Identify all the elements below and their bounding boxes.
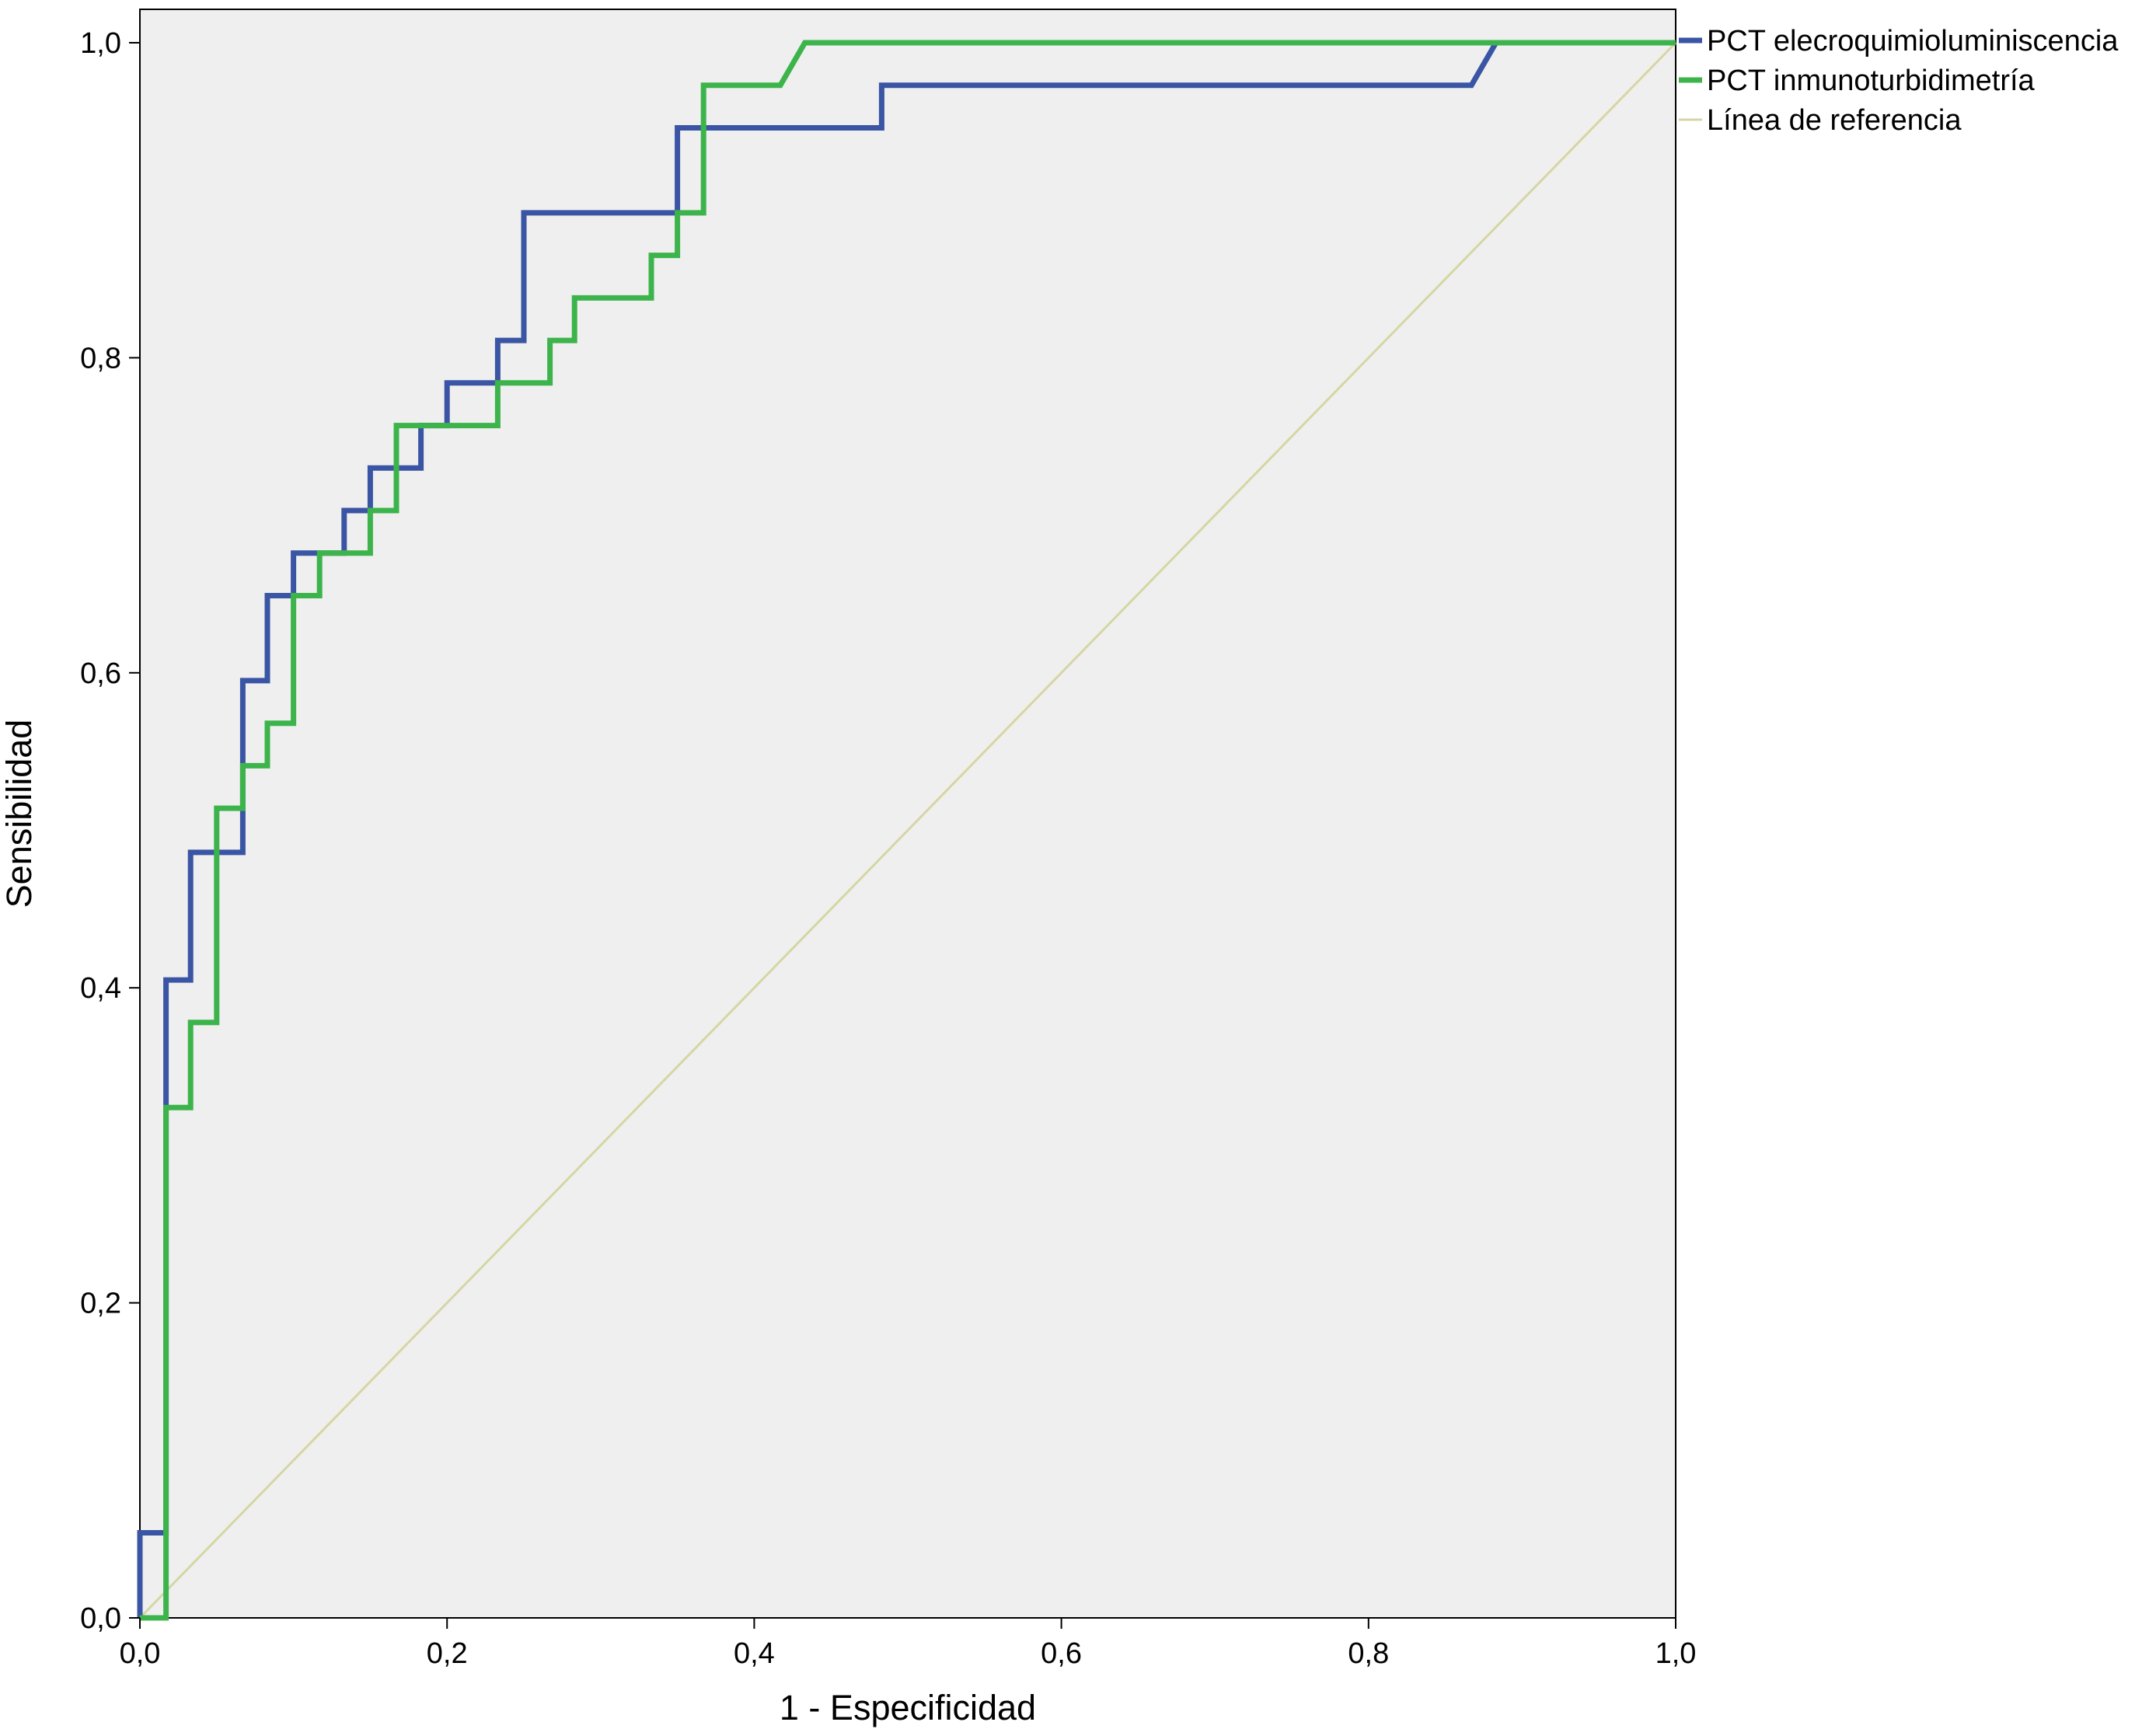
series-line-pct-elecroquimioluminiscencia <box>137 40 1676 1618</box>
x-tick-label: 0,6 <box>1041 1637 1082 1670</box>
y-tick-label: 0,0 <box>80 1602 121 1635</box>
x-tick-label: 0,2 <box>427 1637 468 1670</box>
series-layer <box>137 40 1676 1621</box>
plot-background <box>139 9 1676 1619</box>
y-tick-label: 0,4 <box>80 972 121 1005</box>
y-tick-label: 0,2 <box>80 1288 121 1320</box>
legend: PCT elecroquimioluminiscencia PCT inmunot… <box>1679 25 2119 137</box>
x-axis-title: 1 - Especificidad <box>780 1688 1036 1727</box>
series-line-linea-de-referencia <box>138 41 1677 1619</box>
x-tick-label: 0,0 <box>120 1637 161 1670</box>
x-tick-label: 1,0 <box>1655 1637 1697 1670</box>
series-line-pct-inmunoturbidimetria <box>140 40 1676 1621</box>
x-tick-label: 0,8 <box>1348 1637 1389 1670</box>
y-tick-label: 0,8 <box>80 342 121 375</box>
y-axis: 0,0 0,2 0,4 0,6 0,8 1,0 <box>80 27 140 1635</box>
y-tick-label: 1,0 <box>80 27 121 60</box>
legend-label-linea-de-referencia: Línea de referencia <box>1707 104 1962 137</box>
x-tick-label: 0,4 <box>734 1637 775 1670</box>
y-axis-title: Sensibilidad <box>0 720 39 908</box>
legend-label-pct-elecroquimioluminiscencia: PCT elecroquimioluminiscencia <box>1707 25 2119 58</box>
legend-label-pct-inmunoturbidimetria: PCT inmunoturbidimetría <box>1707 64 2036 97</box>
x-axis: 0,0 0,2 0,4 0,6 0,8 1,0 <box>120 1618 1697 1670</box>
reference-line-layer <box>138 41 1677 1619</box>
y-tick-label: 0,6 <box>80 657 121 690</box>
